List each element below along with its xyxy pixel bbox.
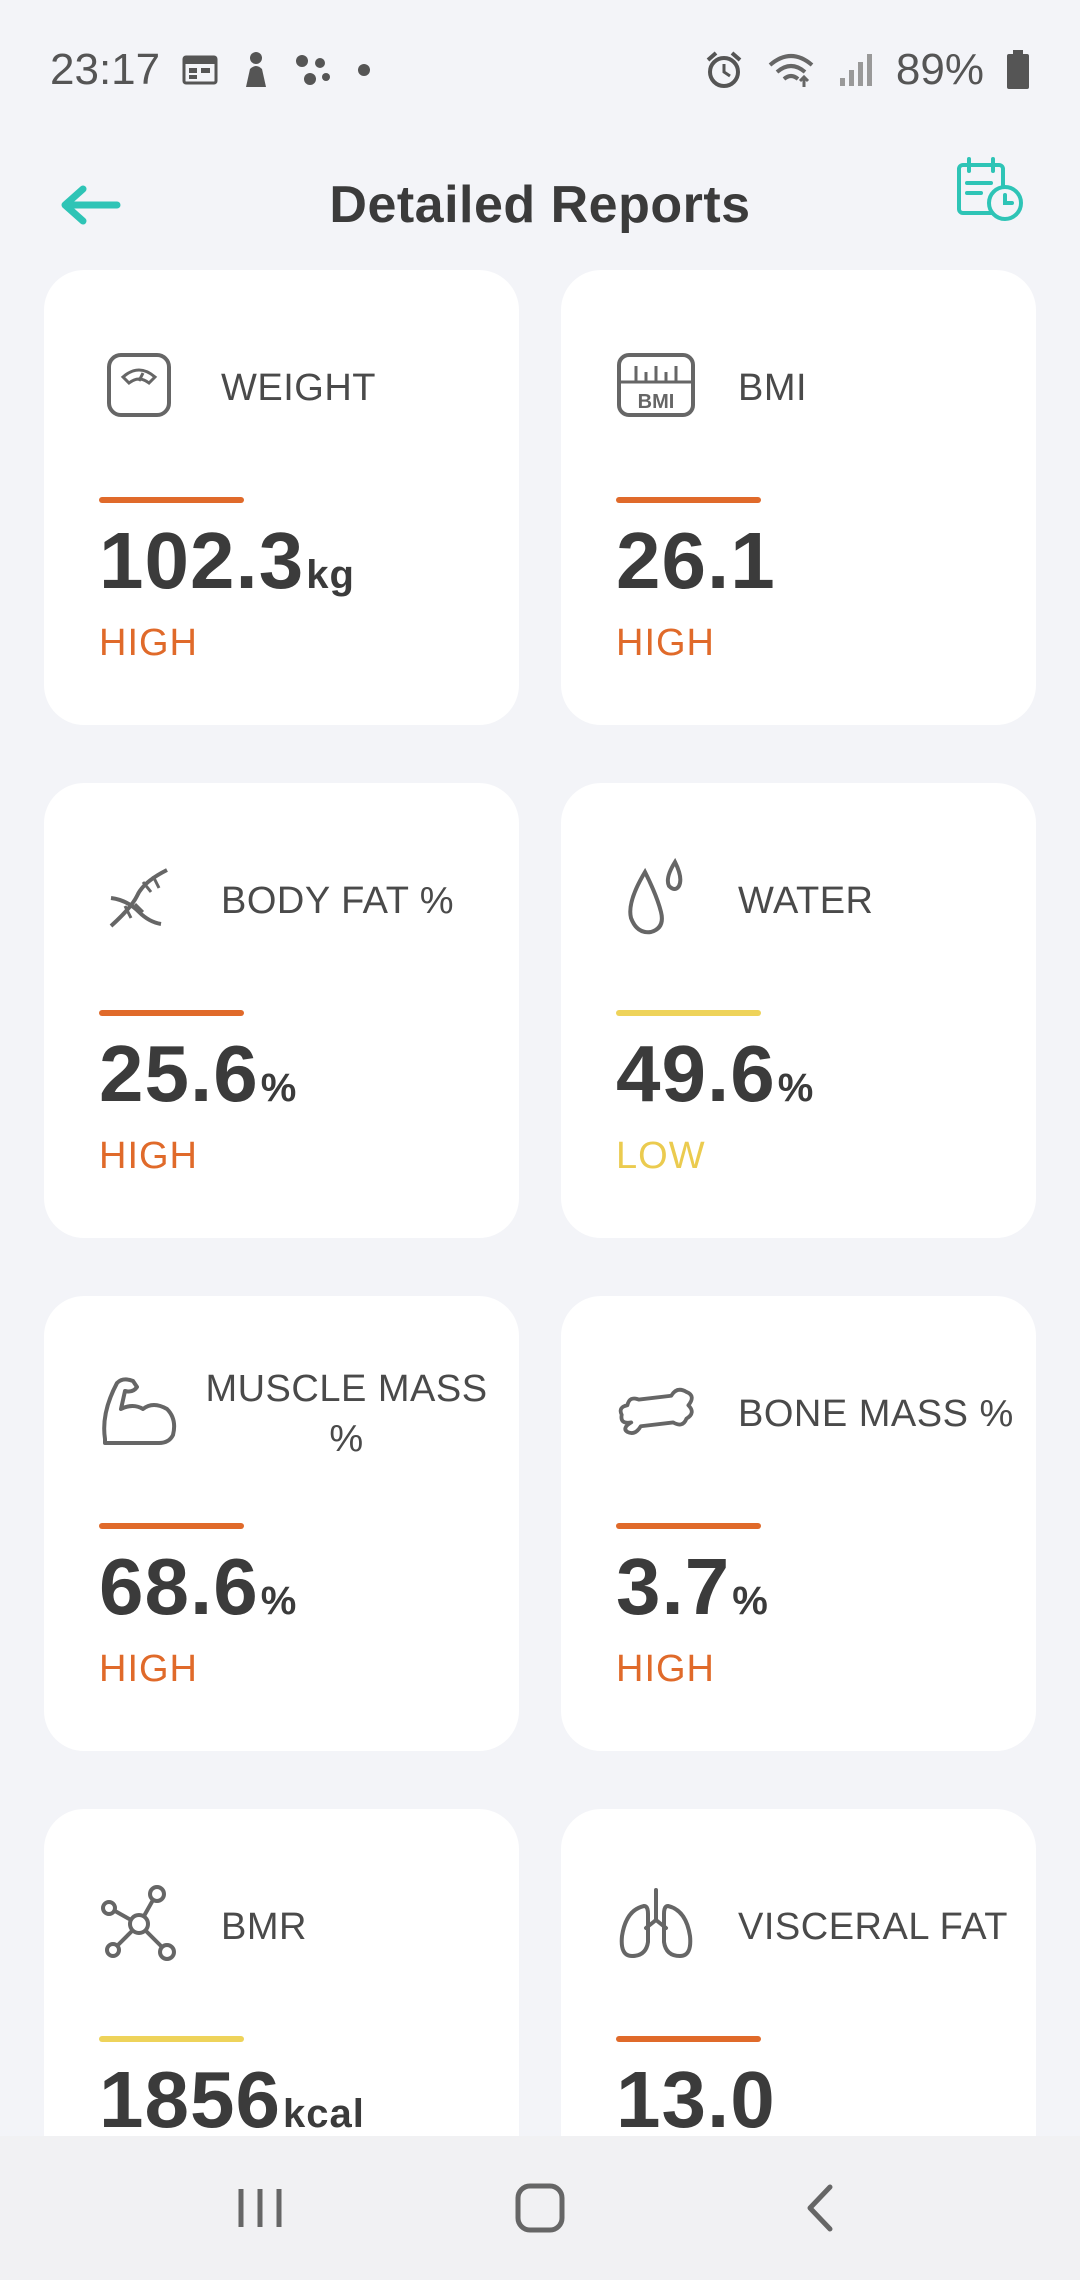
value-unit: kcal — [282, 2092, 365, 2136]
status-bar-indicator — [99, 497, 244, 503]
card-status: HIGH — [99, 1135, 198, 1177]
card-label: VISCERAL FAT — [738, 1906, 1008, 1948]
alarm-icon — [704, 50, 744, 90]
recent-apps-button[interactable] — [200, 2158, 320, 2258]
card-value: 102.3kg — [99, 515, 355, 607]
card-muscle-mass[interactable]: MUSCLE MASS % 68.6% HIGH — [44, 1296, 519, 1751]
status-bar-indicator — [616, 497, 761, 503]
scale-icon — [99, 345, 179, 425]
card-status: HIGH — [616, 622, 715, 664]
value-unit: % — [732, 1579, 769, 1623]
value-number: 13.0 — [616, 2055, 776, 2136]
card-label: BONE MASS % — [738, 1393, 1014, 1435]
value-number: 26.1 — [616, 516, 776, 605]
back-nav-button[interactable] — [760, 2158, 880, 2258]
person-icon — [240, 51, 272, 89]
card-value: 3.7% — [616, 1541, 769, 1633]
card-bone-mass[interactable]: BONE MASS % 3.7% HIGH — [561, 1296, 1036, 1751]
battery-icon — [1006, 50, 1030, 90]
report-grid: WEIGHT 102.3kg HIGH BMI BMI 26.1 HIGH BO… — [44, 270, 1036, 2136]
card-bmr[interactable]: BMR 1856kcal — [44, 1809, 519, 2136]
status-bar: 23:17 89% — [0, 0, 1080, 140]
muscle-icon — [99, 1371, 179, 1451]
lungs-icon — [616, 1884, 696, 1964]
molecule-icon — [99, 1884, 179, 1964]
value-unit: kg — [306, 553, 355, 597]
value-unit: % — [260, 1579, 298, 1623]
card-water[interactable]: WATER 49.6% LOW — [561, 783, 1036, 1238]
card-label: BMI — [738, 367, 808, 409]
bone-icon — [616, 1371, 696, 1451]
value-number: 3.7 — [616, 1542, 731, 1631]
value-unit: % — [260, 1066, 298, 1110]
dot-icon — [354, 60, 374, 80]
card-label: MUSCLE MASS % — [205, 1368, 488, 1460]
wifi-icon — [766, 51, 816, 89]
status-bar-indicator — [616, 2036, 761, 2042]
signal-icon — [838, 52, 874, 88]
battery-percentage: 89% — [895, 45, 984, 94]
app-header: Detailed Reports — [0, 140, 1080, 270]
bmi-icon-text: BMI — [638, 391, 675, 413]
value-number: 25.6 — [99, 1029, 259, 1118]
status-bar-indicator — [99, 1523, 244, 1529]
status-bar-indicator — [99, 1010, 244, 1016]
system-nav-bar — [0, 2136, 1080, 2280]
dots-icon — [294, 53, 332, 87]
page-title: Detailed Reports — [329, 176, 751, 234]
card-status: HIGH — [99, 622, 198, 664]
card-weight[interactable]: WEIGHT 102.3kg HIGH — [44, 270, 519, 725]
card-value: 26.1 — [616, 515, 778, 607]
dna-icon — [99, 858, 179, 938]
card-label: BMR — [221, 1906, 307, 1948]
chevron-left-icon — [807, 2184, 833, 2232]
value-number: 49.6 — [616, 1029, 776, 1118]
home-button[interactable] — [480, 2158, 600, 2258]
card-label: BODY FAT % — [221, 880, 455, 922]
status-right: 89% — [704, 45, 1030, 95]
recent-apps-icon — [238, 2189, 282, 2227]
card-value: 13.0 — [616, 2054, 778, 2136]
history-button[interactable] — [950, 150, 1030, 230]
status-time: 23:17 — [50, 45, 161, 94]
card-value: 49.6% — [616, 1028, 814, 1120]
status-bar-indicator — [616, 1523, 761, 1529]
status-bar-indicator — [616, 1010, 761, 1016]
card-status: HIGH — [616, 1648, 715, 1690]
water-drops-icon — [616, 858, 696, 938]
status-left: 23:17 — [50, 45, 374, 95]
value-number: 68.6 — [99, 1542, 259, 1631]
card-status: LOW — [616, 1135, 706, 1177]
card-visceral-fat[interactable]: VISCERAL FAT 13.0 — [561, 1809, 1036, 2136]
card-value: 1856kcal — [99, 2054, 365, 2136]
bmi-icon: BMI — [616, 345, 696, 425]
card-label: WEIGHT — [221, 367, 376, 409]
value-unit: % — [777, 1066, 815, 1110]
card-body-fat[interactable]: BODY FAT % 25.6% HIGH — [44, 783, 519, 1238]
value-number: 102.3 — [99, 516, 305, 605]
card-value: 68.6% — [99, 1541, 297, 1633]
back-button[interactable] — [50, 170, 130, 240]
arrow-left-icon — [61, 185, 121, 225]
calendar-icon — [182, 53, 218, 87]
card-value: 25.6% — [99, 1028, 297, 1120]
card-label: WATER — [738, 880, 874, 922]
card-bmi[interactable]: BMI BMI 26.1 HIGH — [561, 270, 1036, 725]
status-bar-indicator — [99, 2036, 244, 2042]
home-icon — [515, 2183, 565, 2233]
value-number: 1856 — [99, 2055, 281, 2136]
calendar-clock-icon — [957, 157, 1023, 221]
card-status: HIGH — [99, 1648, 198, 1690]
